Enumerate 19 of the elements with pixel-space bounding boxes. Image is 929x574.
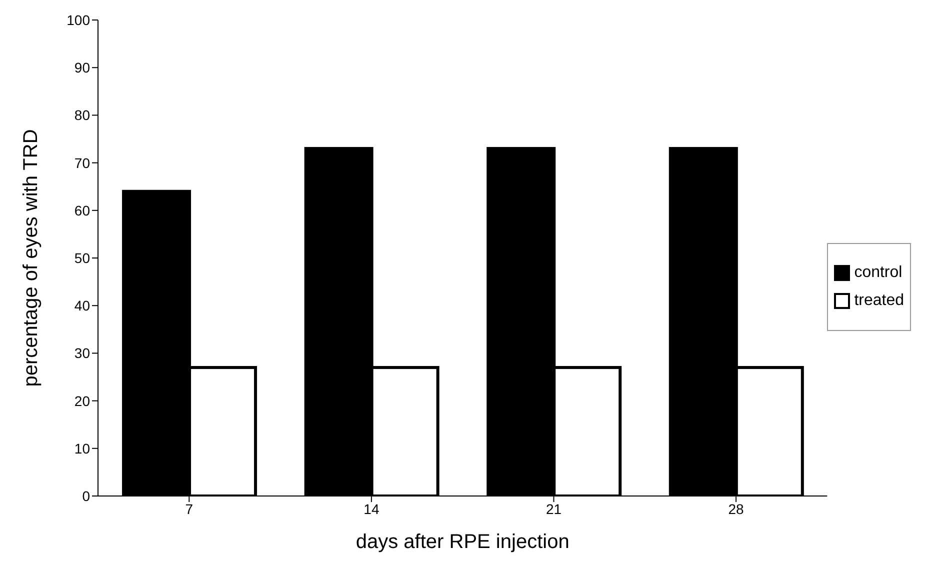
legend-label: treated: [854, 292, 904, 310]
y-tick-label: 40: [74, 298, 90, 314]
x-tick-label: 28: [728, 500, 744, 517]
y-tick-label: 30: [74, 345, 90, 362]
x-tick-label: 21: [546, 500, 562, 517]
y-tick-label: 80: [74, 107, 90, 124]
y-tick-label: 20: [74, 392, 90, 409]
y-tick-label: 10: [74, 440, 90, 456]
x-tick-label: 14: [364, 500, 380, 517]
x-tick-label: 7: [185, 500, 194, 517]
legend-label: control: [854, 264, 902, 282]
y-tick-label: 90: [74, 60, 90, 76]
y-tick-label: 70: [74, 154, 90, 171]
y-tick-label: 50: [74, 250, 90, 266]
x-axis-title: days after RPE injection: [356, 531, 570, 553]
y-tick-label: 100: [66, 12, 90, 28]
y-tick-label: 0: [82, 488, 90, 504]
y-axis-title: percentage of eyes with TRD: [20, 129, 42, 387]
y-tick-label: 60: [74, 202, 90, 218]
